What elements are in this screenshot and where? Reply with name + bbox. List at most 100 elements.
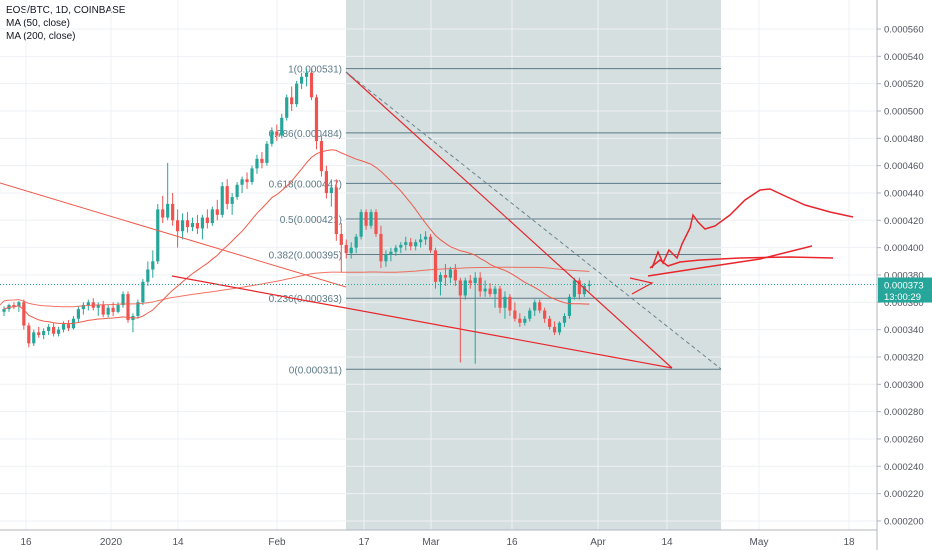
fib-level-label: 0.382(0.000395) (269, 250, 342, 261)
y-tick-label: 0.000340 (884, 325, 924, 336)
candle-body (424, 236, 428, 240)
candle-body (374, 212, 378, 234)
candle-body (190, 223, 195, 228)
candle-body (52, 326, 56, 334)
candle-body (433, 250, 438, 282)
candle-body (32, 332, 36, 344)
candle-body (96, 305, 100, 308)
fib-level-label: 0.618(0.000447) (269, 179, 342, 190)
candle-body (180, 220, 185, 232)
candle-body (17, 302, 21, 307)
y-tick-label: 0.000520 (884, 79, 924, 90)
candle-body (419, 239, 423, 243)
y-tick-label: 0.000260 (884, 434, 924, 445)
candle-body (42, 330, 46, 336)
x-tick-label: Feb (268, 537, 286, 548)
y-tick-label: 0.000380 (884, 270, 924, 281)
candle-body (319, 141, 324, 172)
y-tick-label: 0.000400 (884, 243, 924, 254)
candle-body (582, 285, 586, 295)
candle-body (329, 187, 333, 193)
candle-body (270, 131, 274, 144)
candle-body (56, 329, 61, 334)
y-tick-label: 0.000280 (884, 407, 924, 418)
candle-body (567, 296, 572, 316)
candle-body (265, 143, 269, 163)
candle-body (458, 280, 462, 296)
candle-body (171, 203, 175, 221)
y-tick-label: 0.000320 (884, 352, 924, 363)
ma50-legend: MA (50, close) (6, 18, 70, 29)
projection-path-high (651, 188, 854, 269)
x-tick-label: 14 (172, 537, 184, 548)
x-tick-label: 2020 (100, 537, 123, 548)
candle-body (414, 242, 418, 247)
candle-body (587, 284, 591, 286)
candle-body (195, 223, 200, 229)
x-tick-label: 18 (843, 537, 855, 548)
candle-body (106, 307, 110, 315)
candle-body (369, 212, 373, 226)
candle-body (12, 305, 16, 307)
y-tick-label: 0.000460 (884, 161, 924, 172)
candle-body (121, 294, 125, 306)
candle-body (498, 288, 502, 308)
x-tick-label: Mar (422, 537, 440, 548)
candle-body (22, 302, 26, 326)
candle-body (166, 203, 170, 218)
candle-body (577, 280, 581, 295)
x-tick-label: 16 (20, 537, 32, 548)
candle-body (86, 302, 90, 306)
y-tick-label: 0.000560 (884, 25, 924, 36)
y-tick-label: 0.000360 (884, 298, 924, 309)
candle-body (468, 280, 472, 284)
candle-body (572, 280, 576, 297)
candle-body (275, 131, 279, 136)
candle-body (304, 72, 309, 77)
candle-body (389, 251, 393, 255)
candle-body (384, 254, 388, 262)
fib-level-label: 0.5(0.000421) (280, 215, 342, 226)
candle-body (552, 326, 557, 333)
fib-level-label: 0.786(0.000484) (269, 129, 342, 140)
candle-body (314, 97, 319, 142)
x-tick-label: 14 (661, 537, 673, 548)
symbol-title: EOS/BTC, 1D, COINBASE (6, 5, 126, 16)
candle-body (344, 244, 348, 254)
candle-body (473, 277, 477, 284)
candle-body (548, 318, 552, 327)
candle-body (47, 326, 51, 331)
x-tick-label: 16 (506, 537, 518, 548)
price-axis-bg (877, 0, 932, 550)
candle-body (493, 288, 497, 295)
trend-line-left (0, 182, 347, 288)
candle-body (255, 158, 259, 169)
candle-body (448, 269, 452, 278)
fib-trend-dashed-line (345, 71, 722, 370)
last-price-text: 0.000373 (884, 281, 924, 292)
candle-body (210, 209, 214, 224)
candle-body (438, 274, 443, 282)
candle-body (508, 296, 512, 311)
y-tick-label: 0.000240 (884, 462, 924, 473)
candle-body (235, 184, 239, 198)
candle-body (260, 158, 264, 163)
y-tick-label: 0.000220 (884, 489, 924, 500)
candle-body (116, 305, 120, 312)
candle-body (354, 236, 358, 248)
countdown-badge (878, 290, 932, 303)
candle-body (151, 261, 155, 270)
candle-body (240, 179, 244, 185)
candle-body (483, 288, 487, 292)
candle-body (205, 217, 209, 224)
fib-level-label: 0.236(0.000363) (269, 294, 342, 305)
y-tick-label: 0.000440 (884, 188, 924, 199)
candle-body (185, 220, 190, 228)
candle-body (309, 72, 314, 98)
x-tick-label: Apr (590, 537, 606, 548)
ma200-line (0, 266, 590, 308)
projection-path-rising (647, 245, 813, 277)
candle-body (359, 212, 363, 237)
candle-body (528, 310, 532, 319)
